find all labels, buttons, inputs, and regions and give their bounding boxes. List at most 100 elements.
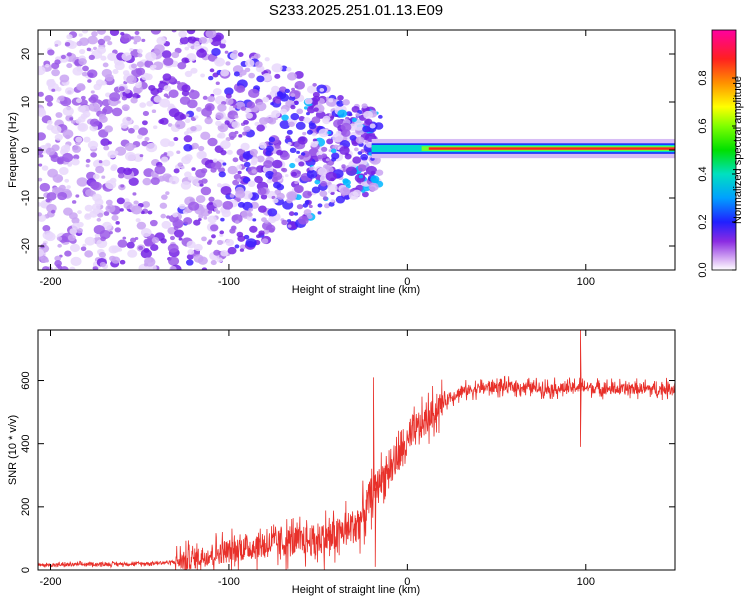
spectrogram-cell — [229, 193, 235, 198]
spectrogram-cell — [136, 221, 147, 230]
spectrogram-cell — [180, 181, 192, 190]
spectrogram-cell — [176, 150, 181, 154]
spectrogram-cell — [75, 98, 82, 104]
spectrogram-cell — [327, 190, 332, 194]
spectrogram-cell — [114, 227, 121, 233]
spectrogram-cell — [225, 61, 231, 66]
spectrogram-cell — [77, 122, 89, 132]
spectrogram-cell — [368, 182, 379, 192]
spectrogram-cell — [77, 210, 82, 215]
spectrogram-cell — [184, 70, 193, 78]
spectrogram-cell — [232, 50, 238, 55]
spectrogram-cell — [87, 79, 92, 83]
spectrogram-cell — [112, 69, 119, 75]
spectrogram-cell — [40, 256, 49, 263]
spectrogram-cell — [81, 71, 88, 77]
spectrogram-cell — [212, 199, 223, 208]
spectrogram-cell — [201, 236, 207, 242]
spectrogram-cell — [78, 33, 83, 37]
spectrogram-cell — [111, 107, 123, 117]
spectrogram-cell — [210, 36, 222, 47]
spectrogram-cell — [109, 30, 120, 37]
spectrogram-cell — [56, 236, 63, 241]
spectrogram-cell — [119, 208, 124, 212]
spectrogram-cell — [272, 159, 283, 169]
spectrogram-cell — [71, 217, 80, 224]
spectrogram-cell — [167, 243, 179, 253]
spectrogram-cell — [88, 96, 97, 103]
spectrogram-cell — [268, 227, 275, 233]
spectrogram-cell — [159, 117, 169, 125]
spectrogram-x-axis-label: Height of straight line (km) — [292, 284, 420, 296]
spectrogram-y-tick-label: -10 — [20, 190, 32, 206]
spectrogram-cell — [50, 209, 56, 214]
spectrogram-cell — [225, 137, 231, 142]
spectrogram-cell — [105, 179, 117, 190]
spectrogram-cell — [264, 117, 270, 123]
spectrogram-cell — [325, 158, 330, 162]
spectrogram-cell — [302, 203, 309, 208]
spectrogram-cell — [51, 88, 56, 92]
spectrogram-cell — [228, 131, 237, 139]
spectrogram-cell — [266, 178, 273, 184]
spectrogram-cell — [89, 118, 100, 127]
spectrogram-cell — [142, 120, 148, 126]
spectrogram-cell — [187, 36, 197, 44]
spectrogram-cell — [309, 166, 314, 171]
spectrogram-cell — [100, 138, 110, 147]
spectrogram-cell — [212, 88, 222, 96]
spectrogram-cell — [140, 249, 152, 259]
spectrogram-cell — [124, 89, 131, 94]
spectrogram-cell — [265, 145, 274, 153]
spectrogram-cell — [342, 179, 351, 186]
spectrogram-cell — [144, 243, 149, 247]
spectrogram-cell — [87, 140, 99, 150]
spectrogram-cell — [243, 119, 249, 125]
spectrogram-cell — [201, 267, 208, 270]
spectrogram-cell — [42, 224, 51, 232]
spectrogram-cell — [209, 68, 215, 73]
spectrogram-cell — [44, 232, 56, 242]
spectrogram-cell — [102, 105, 113, 115]
spectrogram-cell — [135, 218, 141, 223]
spectrogram-cell — [118, 86, 125, 92]
spectrogram-cell — [280, 108, 288, 115]
spectrogram-cell — [168, 256, 180, 266]
spectrogram-cell — [109, 92, 121, 102]
spectrogram-cell — [209, 159, 214, 164]
spectrogram-cell — [38, 147, 44, 156]
spectrogram-cell — [163, 85, 172, 92]
spectrogram-cell — [269, 90, 278, 98]
spectrogram-cell — [51, 69, 60, 77]
spectrogram-cell — [214, 57, 226, 67]
spectrogram-cell — [365, 165, 378, 176]
spectrogram-cell — [101, 68, 112, 78]
spectrogram-cell — [56, 99, 61, 103]
snr-x-tick-label: -200 — [39, 576, 61, 588]
spectrogram-cell — [150, 30, 161, 35]
spectrogram-cell — [97, 30, 106, 35]
spectrogram-cell — [196, 107, 202, 112]
spectrogram-cell — [207, 210, 213, 214]
spectrogram-cell — [186, 30, 196, 35]
spectrogram-cell — [44, 142, 52, 148]
spectrogram-cell — [186, 253, 194, 260]
spectrogram-cell — [363, 172, 368, 176]
snr-series-line — [38, 330, 675, 570]
spectrogram-cell — [271, 110, 281, 118]
spectrogram-cell — [242, 131, 247, 136]
spectrogram-cell — [59, 167, 69, 175]
spectrogram-cell — [163, 93, 169, 98]
spectrogram-cell — [184, 154, 193, 162]
spectrogram-cell — [255, 61, 263, 68]
spectrogram-cell — [72, 154, 80, 160]
spectrogram-cell — [375, 169, 384, 176]
spectrogram-cell — [169, 235, 175, 241]
spectrogram-cell — [351, 117, 357, 123]
spectrogram-cell — [180, 165, 185, 170]
spectrogram-cell — [219, 230, 225, 235]
spectrogram-cell — [147, 210, 153, 215]
spectrogram-cell — [256, 124, 265, 132]
spectrogram-cell — [121, 52, 132, 61]
